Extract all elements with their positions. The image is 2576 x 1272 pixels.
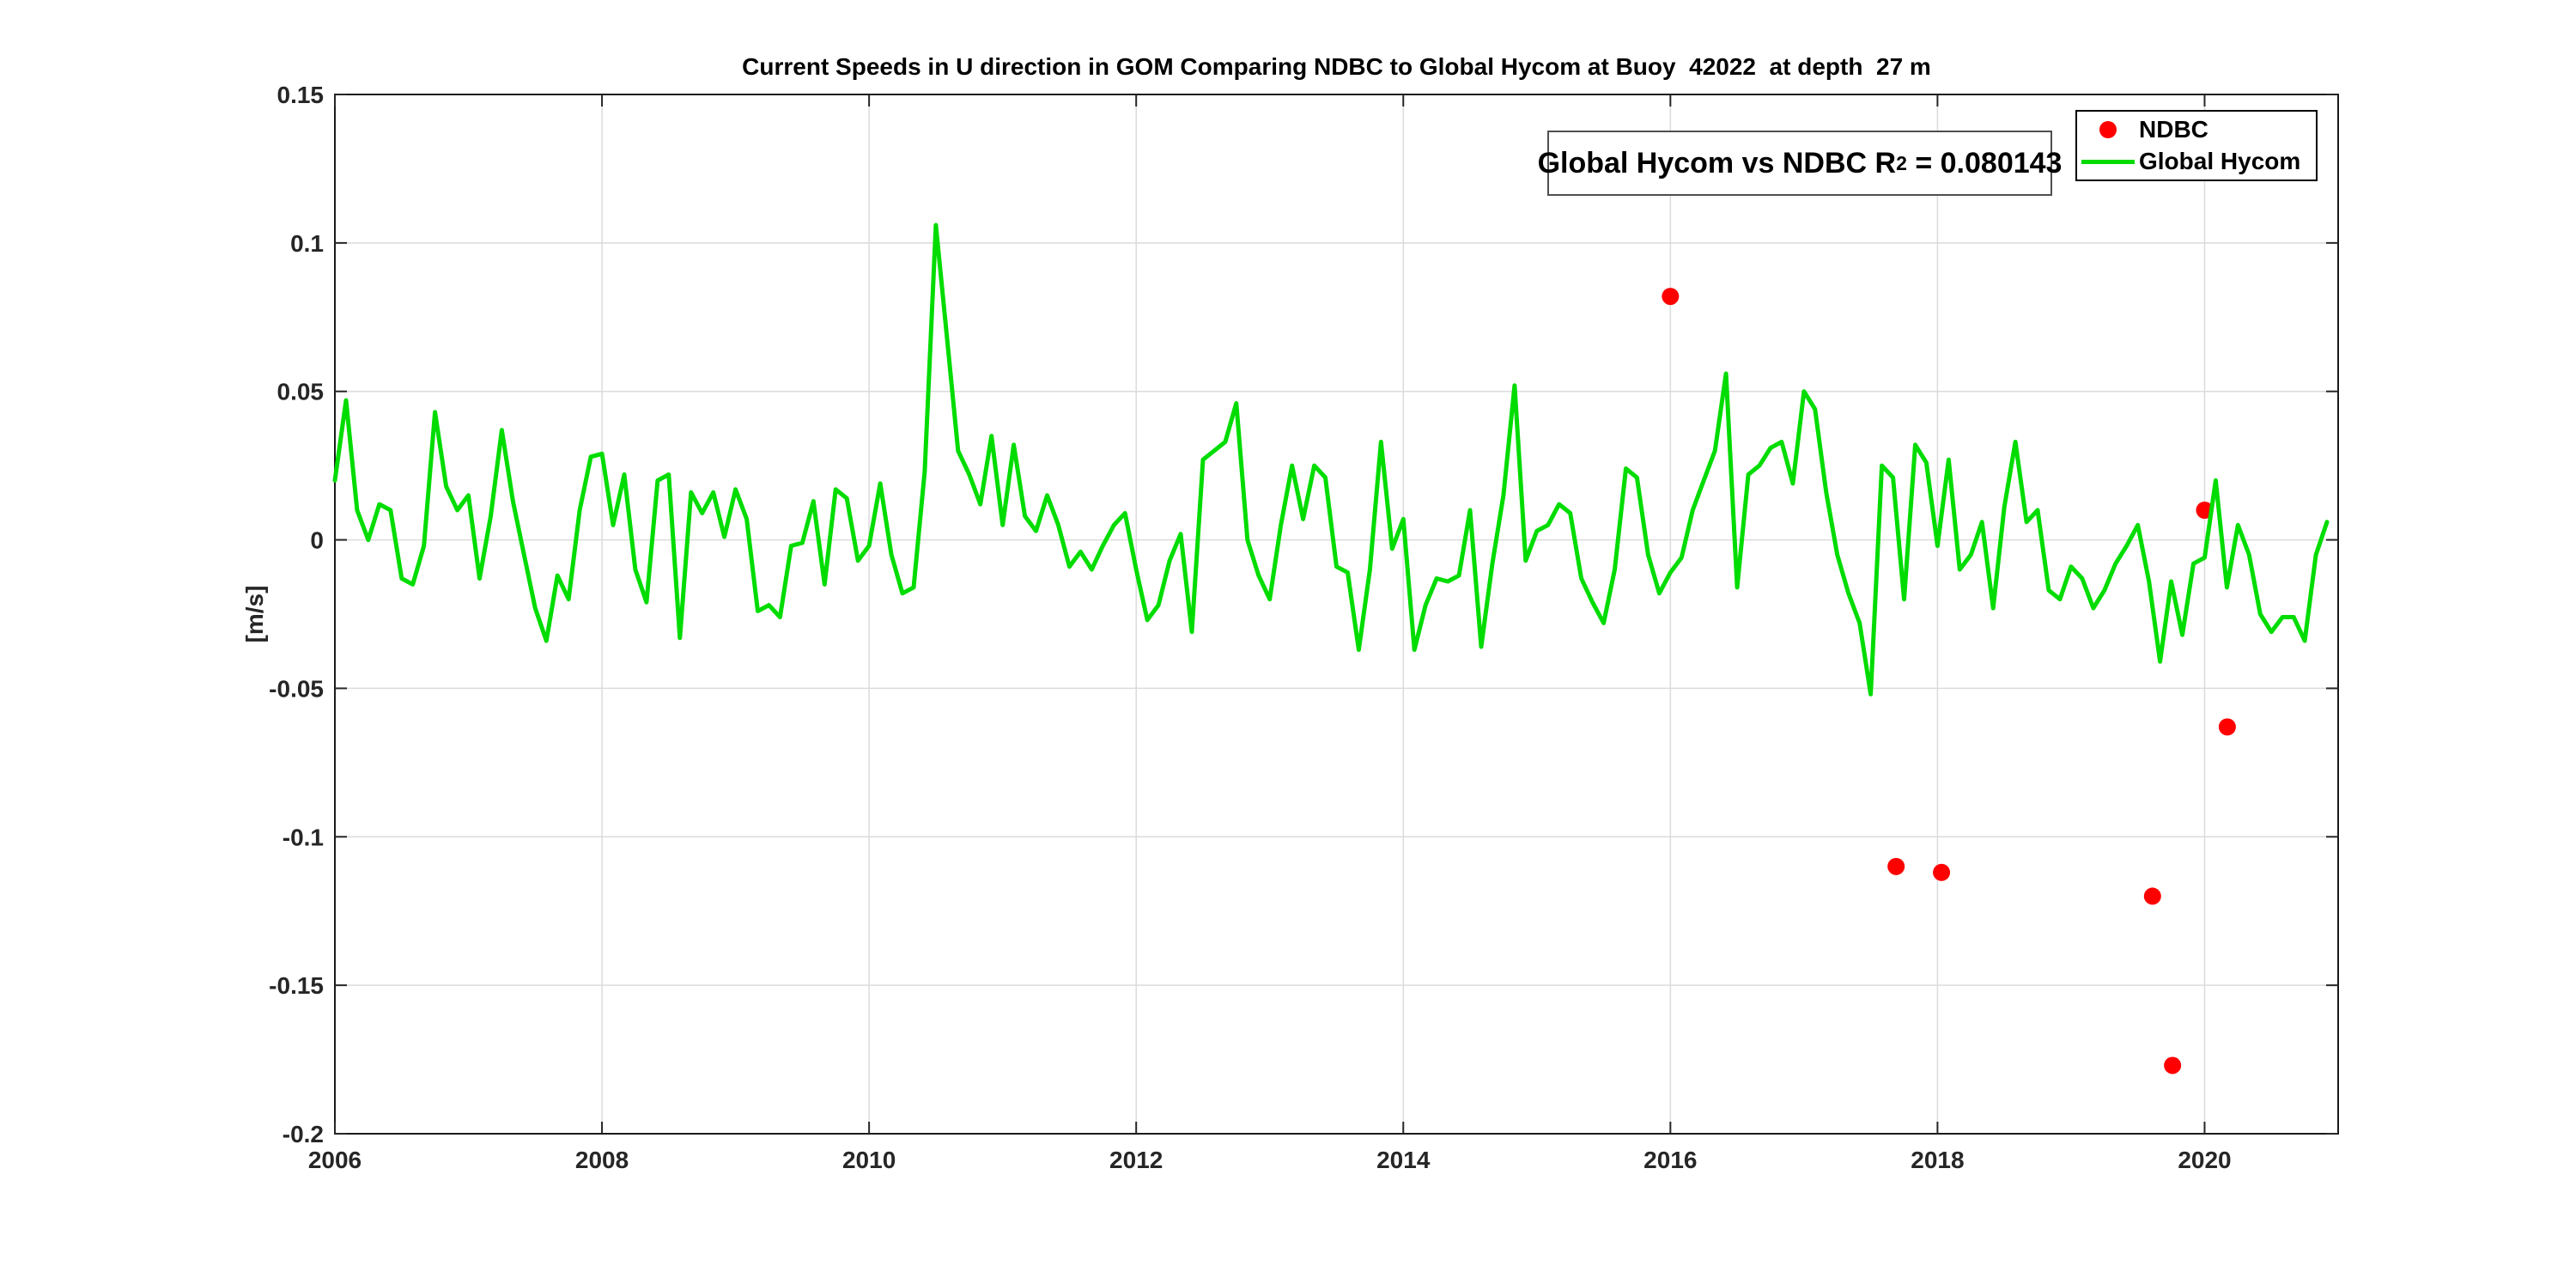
global-hycom-line-marker-icon (2081, 159, 2135, 164)
legend-label-ndbc: NDBC (2139, 115, 2208, 143)
x-tick-label: 2006 (308, 1147, 361, 1173)
y-tick-label: 0.05 (277, 379, 325, 405)
y-tick-label: 0.15 (277, 82, 325, 108)
ndbc-data-point (1887, 857, 1905, 875)
legend: NDBC Global Hycom (2075, 110, 2318, 181)
y-tick-label: -0.05 (269, 675, 324, 702)
ndbc-data-point (2164, 1056, 2182, 1074)
ndbc-data-point (1933, 863, 1951, 881)
x-tick-label: 2010 (842, 1147, 896, 1173)
annotation-text-suffix: = 0.080143 (1906, 146, 2063, 180)
ndbc-data-point (1662, 288, 1680, 306)
annotation-text-prefix: Global Hycom vs NDBC R (1537, 146, 1897, 180)
y-tick-label: 0.1 (290, 230, 324, 257)
y-tick-label: -0.15 (269, 972, 324, 999)
legend-marker-cell (2077, 159, 2139, 164)
ndbc-data-point (2143, 887, 2161, 905)
y-tick-label: -0.2 (283, 1121, 324, 1147)
plot-border (334, 94, 2339, 1135)
legend-label-global-hycom: Global Hycom (2139, 148, 2301, 175)
x-tick-label: 2018 (1911, 1147, 1964, 1173)
x-tick-label: 2012 (1109, 1147, 1163, 1173)
x-tick-label: 2016 (1643, 1147, 1697, 1173)
chart-title: Current Speeds in U direction in GOM Com… (742, 53, 1931, 80)
y-tick-label: -0.1 (283, 824, 324, 850)
legend-item-ndbc: NDBC (2077, 115, 2316, 144)
x-tick-label: 2020 (2178, 1147, 2231, 1173)
legend-marker-cell (2077, 120, 2139, 138)
y-axis-label: [m/s] (241, 585, 268, 643)
ndbc-dot-marker-icon (2099, 120, 2117, 138)
global-hycom-line (332, 222, 2330, 697)
legend-item-global-hycom: Global Hycom (2077, 147, 2316, 176)
y-tick-label: 0 (310, 527, 324, 554)
x-tick-label: 2014 (1376, 1147, 1431, 1173)
x-tick-label: 2008 (575, 1147, 629, 1173)
ndbc-data-point (2218, 718, 2236, 736)
